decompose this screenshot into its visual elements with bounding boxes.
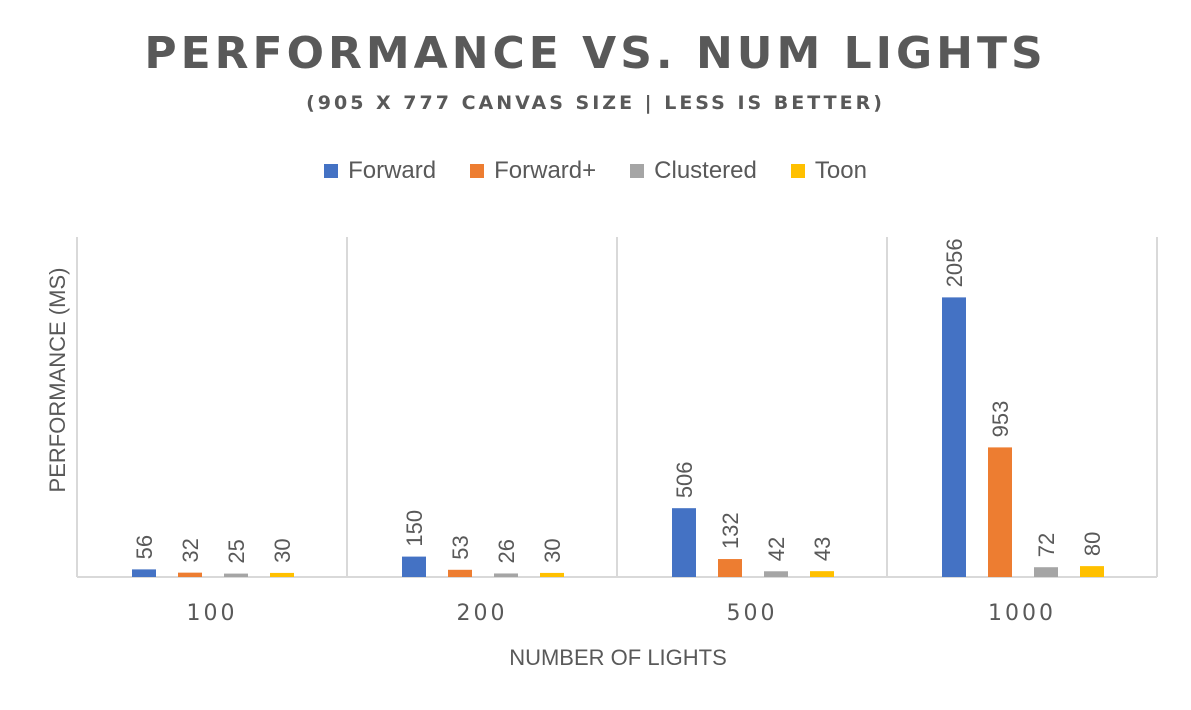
bar-clustered-500 (764, 571, 788, 577)
data-label: 25 (224, 539, 249, 563)
legend-label: Clustered (654, 157, 757, 184)
data-label: 56 (132, 535, 157, 559)
bar-clustered-1000 (1034, 567, 1058, 577)
x-tick-label: 500 (727, 601, 778, 626)
chart-legend: Forward Forward+ Clustered Toon (0, 157, 1191, 185)
x-axis-label: NUMBER OF LIGHTS (509, 645, 727, 670)
data-label: 132 (718, 512, 743, 549)
bar-clustered-200 (494, 573, 518, 577)
data-label: 42 (764, 537, 789, 561)
bar-toon-100 (270, 572, 294, 577)
x-tick-label: 100 (187, 601, 238, 626)
legend-item-clustered: Clustered (630, 157, 757, 185)
data-label: 30 (270, 538, 295, 562)
legend-item-forward-: Forward+ (470, 157, 596, 185)
data-label: 30 (540, 538, 565, 562)
data-label: 2056 (942, 238, 967, 287)
legend-swatch (630, 164, 645, 178)
data-label: 150 (402, 510, 427, 547)
bar-forward-500 (672, 508, 696, 577)
data-label: 506 (672, 461, 697, 498)
bar-toon-500 (810, 571, 834, 577)
data-label: 43 (810, 537, 835, 561)
legend-swatch (470, 164, 485, 178)
bar-forward--1000 (988, 447, 1012, 577)
legend-swatch (324, 164, 339, 178)
legend-swatch (790, 164, 805, 178)
data-label: 53 (448, 535, 473, 559)
bar-forward--200 (448, 569, 472, 577)
chart-title: PERFORMANCE VS. NUM LIGHTS (144, 28, 1047, 79)
legend-label: Toon (814, 157, 867, 184)
legend-item-forward: Forward (324, 157, 436, 185)
data-label: 26 (494, 539, 519, 563)
bar-forward-200 (402, 556, 426, 577)
data-label: 953 (988, 401, 1013, 438)
bar-clustered-100 (224, 573, 248, 577)
x-tick-label: 200 (457, 601, 508, 626)
legend-label: Forward (348, 157, 437, 184)
bar-forward--500 (718, 559, 742, 577)
x-tick-label: 1000 (988, 601, 1056, 626)
data-label: 72 (1034, 533, 1059, 557)
bar-forward-100 (132, 569, 156, 577)
bar-forward--100 (178, 572, 202, 577)
legend-item-toon: Toon (790, 157, 867, 185)
legend-label: Forward+ (494, 157, 597, 184)
bar-toon-1000 (1080, 566, 1104, 577)
data-label: 80 (1080, 532, 1105, 556)
bar-toon-200 (540, 572, 564, 577)
chart-subtitle: (905 X 777 CANVAS SIZE | LESS IS BETTER) (306, 92, 885, 114)
bar-forward-1000 (942, 297, 966, 577)
data-label: 32 (178, 538, 203, 562)
